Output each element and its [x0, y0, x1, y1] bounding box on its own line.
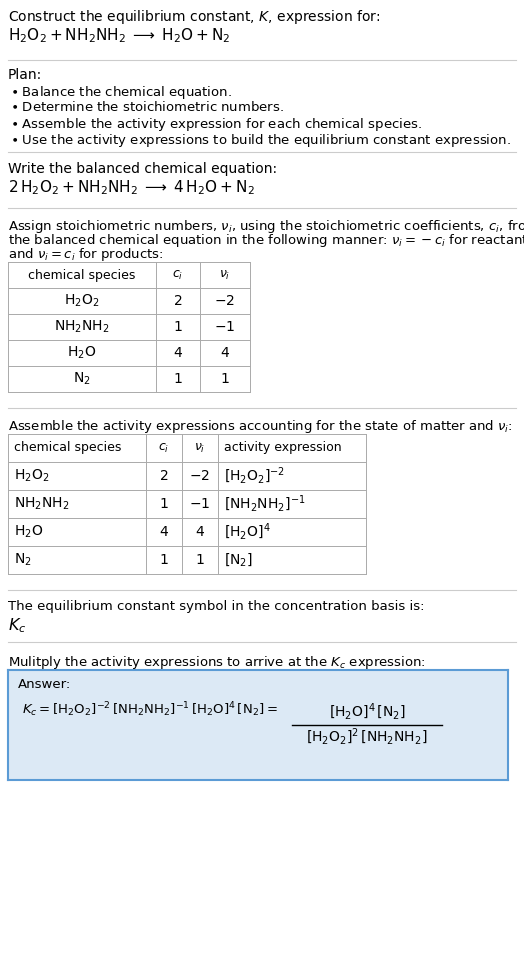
- Text: $[\mathrm{N_2}]$: $[\mathrm{N_2}]$: [224, 552, 253, 568]
- Text: chemical species: chemical species: [28, 268, 136, 282]
- Text: $\bullet\;$Assemble the activity expression for each chemical species.: $\bullet\;$Assemble the activity express…: [10, 116, 422, 133]
- Text: $c_i$: $c_i$: [158, 441, 170, 455]
- Text: $[\mathrm{H_2O_2}]^2\,[\mathrm{NH_2NH_2}]$: $[\mathrm{H_2O_2}]^2\,[\mathrm{NH_2NH_2}…: [307, 727, 428, 748]
- Text: the balanced chemical equation in the following manner: $\nu_i = -c_i$ for react: the balanced chemical equation in the fo…: [8, 232, 524, 249]
- Text: $\bullet\;$Determine the stoichiometric numbers.: $\bullet\;$Determine the stoichiometric …: [10, 100, 284, 114]
- Text: $\nu_i$: $\nu_i$: [220, 268, 231, 282]
- Text: 1: 1: [173, 372, 182, 386]
- Text: $\mathrm{H_2O}$: $\mathrm{H_2O}$: [14, 524, 43, 540]
- Text: 4: 4: [160, 525, 168, 539]
- Text: $[\mathrm{H_2O_2}]^{-2}$: $[\mathrm{H_2O_2}]^{-2}$: [224, 466, 285, 486]
- Text: $-1$: $-1$: [214, 320, 236, 334]
- Text: $\mathrm{NH_2NH_2}$: $\mathrm{NH_2NH_2}$: [54, 319, 110, 335]
- Text: $K_c$: $K_c$: [8, 616, 26, 634]
- Text: $\mathrm{NH_2NH_2}$: $\mathrm{NH_2NH_2}$: [14, 496, 70, 512]
- Text: Assemble the activity expressions accounting for the state of matter and $\nu_i$: Assemble the activity expressions accoun…: [8, 418, 512, 435]
- Text: 4: 4: [173, 346, 182, 360]
- Text: $K_c = [\mathrm{H_2O_2}]^{-2}\,[\mathrm{NH_2NH_2}]^{-1}\,[\mathrm{H_2O}]^4\,[\ma: $K_c = [\mathrm{H_2O_2}]^{-2}\,[\mathrm{…: [22, 700, 278, 719]
- Text: $\mathrm{H_2O_2 + NH_2NH_2 \;\longrightarrow\; H_2O + N_2}$: $\mathrm{H_2O_2 + NH_2NH_2 \;\longrighta…: [8, 26, 231, 45]
- Text: Plan:: Plan:: [8, 68, 42, 82]
- Text: $[\mathrm{NH_2NH_2}]^{-1}$: $[\mathrm{NH_2NH_2}]^{-1}$: [224, 494, 305, 514]
- Text: 2: 2: [173, 294, 182, 308]
- Text: $-2$: $-2$: [214, 294, 235, 308]
- Text: $\mathrm{H_2O}$: $\mathrm{H_2O}$: [68, 345, 96, 361]
- Text: 1: 1: [160, 497, 168, 511]
- Text: $-2$: $-2$: [190, 469, 211, 483]
- Text: 4: 4: [221, 346, 230, 360]
- Text: Mulitply the activity expressions to arrive at the $K_c$ expression:: Mulitply the activity expressions to arr…: [8, 654, 426, 671]
- Text: and $\nu_i = c_i$ for products:: and $\nu_i = c_i$ for products:: [8, 246, 163, 263]
- Text: 4: 4: [195, 525, 204, 539]
- Text: The equilibrium constant symbol in the concentration basis is:: The equilibrium constant symbol in the c…: [8, 600, 424, 613]
- Text: $\bullet\;$Use the activity expressions to build the equilibrium constant expres: $\bullet\;$Use the activity expressions …: [10, 132, 511, 149]
- Text: 1: 1: [173, 320, 182, 334]
- Text: $\mathrm{2\,H_2O_2 + NH_2NH_2 \;\longrightarrow\; 4\,H_2O + N_2}$: $\mathrm{2\,H_2O_2 + NH_2NH_2 \;\longrig…: [8, 178, 255, 197]
- Text: Construct the equilibrium constant, $K$, expression for:: Construct the equilibrium constant, $K$,…: [8, 8, 380, 26]
- Text: Assign stoichiometric numbers, $\nu_i$, using the stoichiometric coefficients, $: Assign stoichiometric numbers, $\nu_i$, …: [8, 218, 524, 235]
- Text: $-1$: $-1$: [189, 497, 211, 511]
- Text: $\mathrm{H_2O_2}$: $\mathrm{H_2O_2}$: [64, 293, 100, 309]
- Text: $\nu_i$: $\nu_i$: [194, 441, 206, 455]
- Text: $\bullet\;$Balance the chemical equation.: $\bullet\;$Balance the chemical equation…: [10, 84, 232, 101]
- Text: $\mathrm{H_2O_2}$: $\mathrm{H_2O_2}$: [14, 468, 49, 484]
- Text: $[\mathrm{H_2O}]^4\,[\mathrm{N_2}]$: $[\mathrm{H_2O}]^4\,[\mathrm{N_2}]$: [329, 702, 406, 722]
- Text: 1: 1: [160, 553, 168, 567]
- Text: $[\mathrm{H_2O}]^4$: $[\mathrm{H_2O}]^4$: [224, 522, 270, 542]
- Text: $c_i$: $c_i$: [172, 268, 183, 282]
- Text: Write the balanced chemical equation:: Write the balanced chemical equation:: [8, 162, 277, 176]
- Text: 1: 1: [221, 372, 230, 386]
- Text: chemical species: chemical species: [14, 441, 122, 455]
- Text: 2: 2: [160, 469, 168, 483]
- Text: activity expression: activity expression: [224, 441, 342, 455]
- Text: 1: 1: [195, 553, 204, 567]
- Text: Answer:: Answer:: [18, 678, 71, 691]
- Text: $\mathrm{N_2}$: $\mathrm{N_2}$: [73, 371, 91, 387]
- Text: $\mathrm{N_2}$: $\mathrm{N_2}$: [14, 552, 32, 568]
